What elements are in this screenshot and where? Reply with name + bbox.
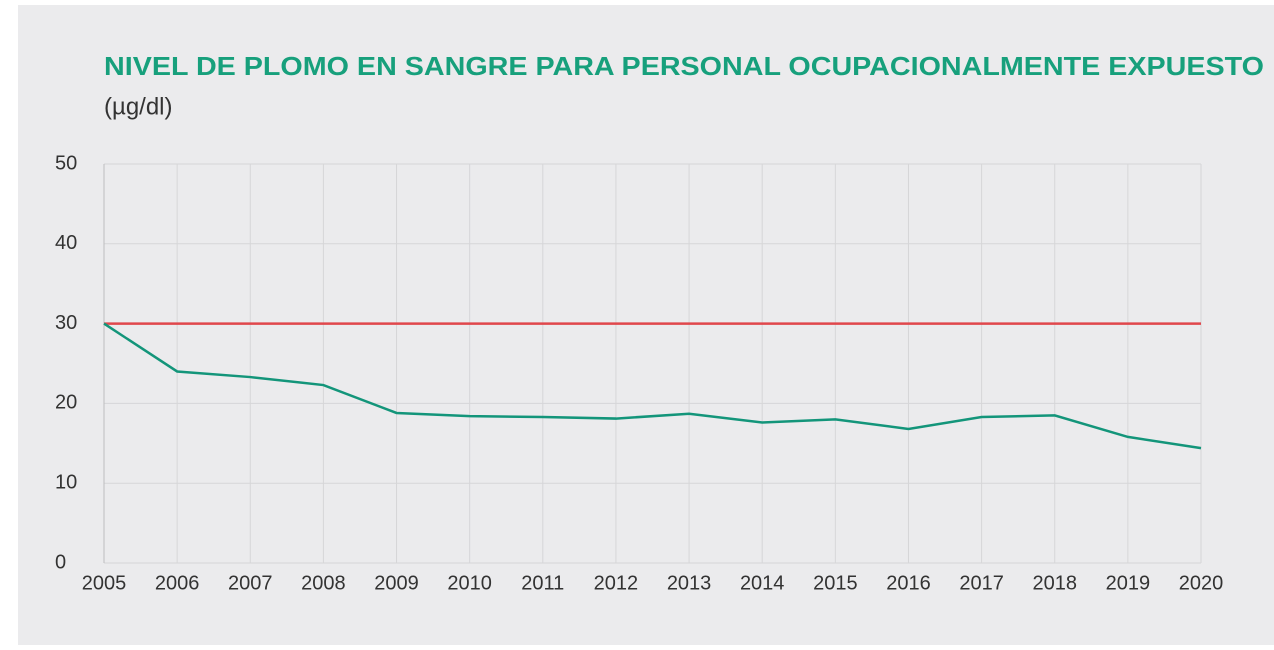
y-tick-label: 10 xyxy=(55,471,77,493)
data-line xyxy=(103,322,1202,450)
y-tick-label: 30 xyxy=(55,312,77,334)
x-tick-label: 2012 xyxy=(594,572,639,594)
x-tick-label: 2017 xyxy=(959,572,1004,594)
chart-title: NIVEL DE PLOMO EN SANGRE PARA PERSONAL O… xyxy=(104,51,1264,81)
x-tick-label: 2007 xyxy=(228,572,273,594)
x-tick-label: 2009 xyxy=(374,572,419,594)
x-tick-label: 2016 xyxy=(886,572,931,594)
x-tick-label: 2006 xyxy=(155,572,200,594)
x-tick-label: 2020 xyxy=(1179,572,1224,594)
y-tick-label: 0 xyxy=(55,551,66,573)
y-tick-label: 40 xyxy=(55,232,77,254)
y-tick-label: 20 xyxy=(55,392,77,414)
x-tick-label: 2005 xyxy=(82,572,127,594)
x-tick-label: 2014 xyxy=(740,572,785,594)
x-tick-label: 2019 xyxy=(1106,572,1151,594)
y-tick-label: 50 xyxy=(55,152,77,174)
x-tick-label: 2008 xyxy=(301,572,346,594)
x-tick-label: 2010 xyxy=(447,572,492,594)
x-tick-label: 2018 xyxy=(1032,572,1077,594)
panel xyxy=(18,5,1274,645)
x-tick-label: 2013 xyxy=(667,572,712,594)
x-tick-label: 2011 xyxy=(521,572,564,594)
chart-subtitle: (µg/dl) xyxy=(104,93,173,120)
x-tick-label: 2015 xyxy=(813,572,858,594)
